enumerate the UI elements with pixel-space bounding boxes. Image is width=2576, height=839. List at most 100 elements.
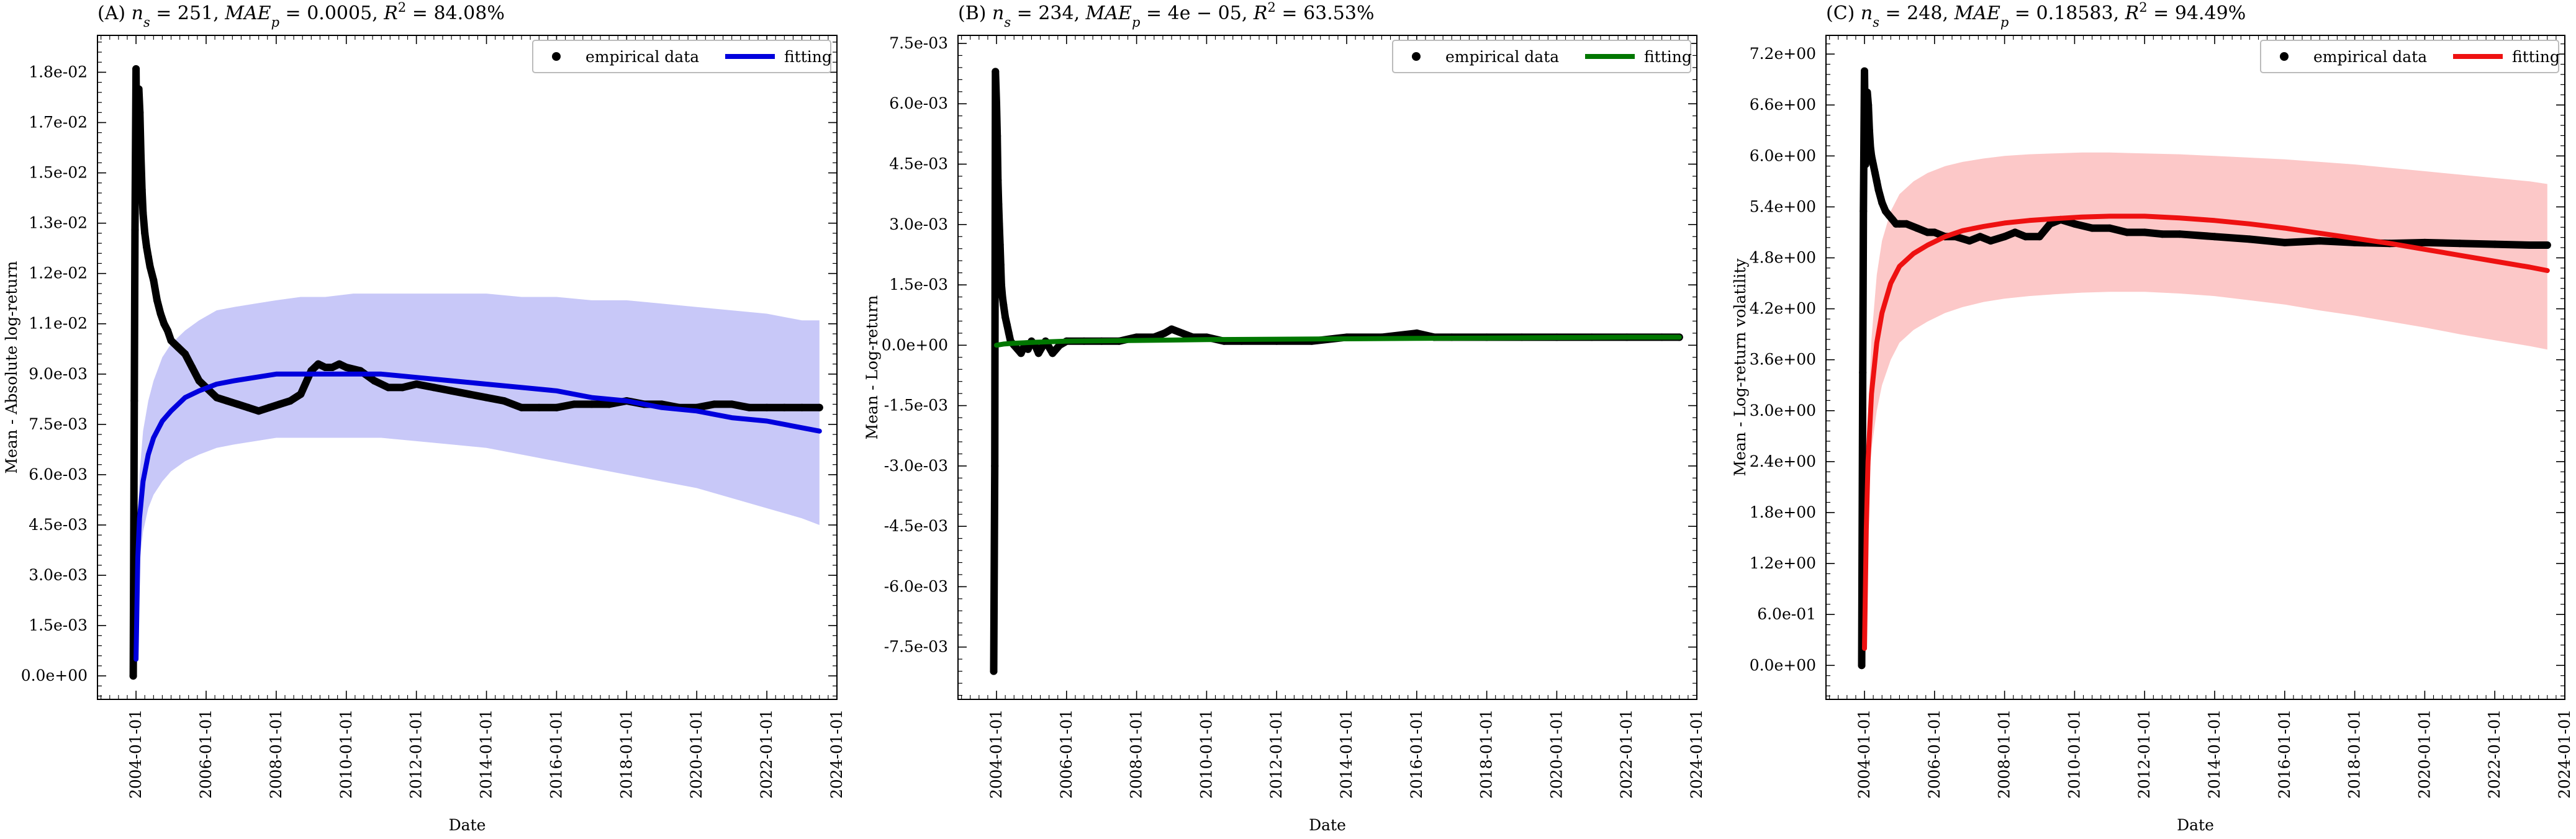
panel-title: (A) ns = 251, MAEp = 0.0005, R2 = 84.08% <box>97 0 505 30</box>
empirical-point <box>1987 237 1995 245</box>
x-axis-label: Date <box>449 816 486 834</box>
plot-area <box>129 65 823 680</box>
empirical-point <box>1160 329 1168 337</box>
empirical-point <box>342 364 350 371</box>
empirical-point <box>2491 240 2499 248</box>
empirical-point <box>244 403 252 411</box>
y-tick-label: 1.8e-02 <box>29 63 88 81</box>
empirical-point <box>1005 329 1013 337</box>
empirical-point <box>2141 228 2149 236</box>
empirical-point <box>133 195 141 204</box>
x-tick-label: 2018-01-01 <box>1478 709 1496 799</box>
y-tick-label: 1.3e-02 <box>29 214 88 232</box>
y-tick-label: 1.8e+00 <box>1750 503 1816 521</box>
empirical-point <box>996 241 1004 249</box>
empirical-point <box>2022 233 2030 241</box>
empirical-point <box>780 403 789 411</box>
empirical-point <box>745 403 753 411</box>
empirical-point <box>1168 325 1175 333</box>
plot-frame <box>957 35 1697 700</box>
empirical-point <box>1860 207 1868 215</box>
empirical-point <box>132 65 140 73</box>
y-tick-label: 1.5e-03 <box>29 616 88 634</box>
y-tick-label: -7.5e-03 <box>884 638 948 656</box>
empirical-point <box>328 364 337 371</box>
empirical-point <box>448 387 456 395</box>
empirical-point <box>174 343 182 351</box>
empirical-point <box>2543 241 2551 249</box>
empirical-point <box>265 403 273 411</box>
x-tick-label: 2012-01-01 <box>1267 709 1285 799</box>
empirical-point <box>1863 109 1871 117</box>
empirical-point <box>146 262 154 271</box>
y-tick-label: -3.0e-03 <box>884 457 948 475</box>
y-tick-label: 6.0e-03 <box>29 465 88 483</box>
empirical-point <box>2105 224 2113 232</box>
empirical-point <box>2246 235 2254 243</box>
y-tick-label: 2.4e+00 <box>1750 452 1816 470</box>
empirical-point <box>160 320 168 328</box>
empirical-point <box>1000 301 1008 309</box>
empirical-point <box>139 209 147 217</box>
empirical-point <box>138 186 146 194</box>
empirical-point <box>1178 329 1186 337</box>
legend-box <box>2260 40 2559 73</box>
empirical-point <box>815 403 823 411</box>
x-tick-label: 2020-01-01 <box>2415 709 2433 799</box>
empirical-point <box>991 462 999 470</box>
empirical-point <box>144 253 152 261</box>
plot-frame <box>97 35 838 700</box>
y-tick-label: 6.0e-03 <box>889 94 948 112</box>
x-tick-label: 2018-01-01 <box>2346 709 2364 799</box>
x-tick-label: 2006-01-01 <box>1925 709 1943 799</box>
empirical-point <box>992 68 1000 76</box>
x-tick-label: 2004-01-01 <box>1855 709 1873 799</box>
empirical-point <box>1874 186 1882 194</box>
empirical-point <box>1861 161 1869 168</box>
x-tick-label: 2014-01-01 <box>477 709 495 799</box>
x-tick-label: 2018-01-01 <box>617 709 635 799</box>
empirical-point <box>136 109 144 117</box>
empirical-point <box>1024 345 1032 353</box>
x-tick-label: 2008-01-01 <box>1995 709 2013 799</box>
empirical-point <box>2123 228 2131 236</box>
empirical-point <box>990 667 998 675</box>
empirical-point <box>995 200 1003 209</box>
empirical-point <box>995 220 1003 228</box>
y-tick-label: 3.0e+00 <box>1750 402 1816 420</box>
empirical-point <box>710 400 718 408</box>
x-tick-label: 2008-01-01 <box>267 709 285 799</box>
empirical-point <box>465 390 473 398</box>
empirical-point <box>181 350 189 358</box>
empirical-point <box>535 403 543 411</box>
y-tick-label: 3.0e-03 <box>889 215 948 233</box>
empirical-point <box>1001 313 1010 321</box>
panel-title: (C) ns = 248, MAEp = 0.18583, R2 = 94.49… <box>1826 0 2246 30</box>
y-tick-label: 5.4e+00 <box>1750 197 1816 215</box>
empirical-point <box>153 296 161 304</box>
empirical-point <box>1923 228 1932 236</box>
empirical-point <box>195 377 203 385</box>
legend-label-empirical: empirical data <box>1445 48 1559 66</box>
empirical-point <box>399 384 407 392</box>
empirical-point <box>1003 321 1011 329</box>
empirical-point <box>1878 199 1886 207</box>
panel-a: 0.0e+00 1.5e-03 3.0e-03 4.5e-03 6.0e-03 7.5e-… <box>2 0 846 834</box>
empirical-point <box>2526 241 2534 249</box>
fit-line <box>1862 213 2550 651</box>
x-tick-label: 2024-01-01 <box>1688 709 1706 799</box>
empirical-point <box>188 364 196 371</box>
y-tick-label: 9.0e-03 <box>29 365 88 383</box>
legend-marker-empirical <box>1412 52 1421 61</box>
y-tick-label: 7.2e+00 <box>1750 45 1816 63</box>
y-axis-label: Mean - Log-return volatility <box>1731 258 1749 477</box>
y-tick-label: 1.7e-02 <box>29 114 88 132</box>
empirical-point <box>131 226 139 234</box>
fit-line <box>133 371 822 662</box>
legend-label-empirical: empirical data <box>585 48 699 66</box>
empirical-point <box>370 377 378 385</box>
empirical-point <box>997 261 1005 269</box>
empirical-point <box>2176 230 2184 238</box>
empirical-point <box>1017 349 1025 357</box>
